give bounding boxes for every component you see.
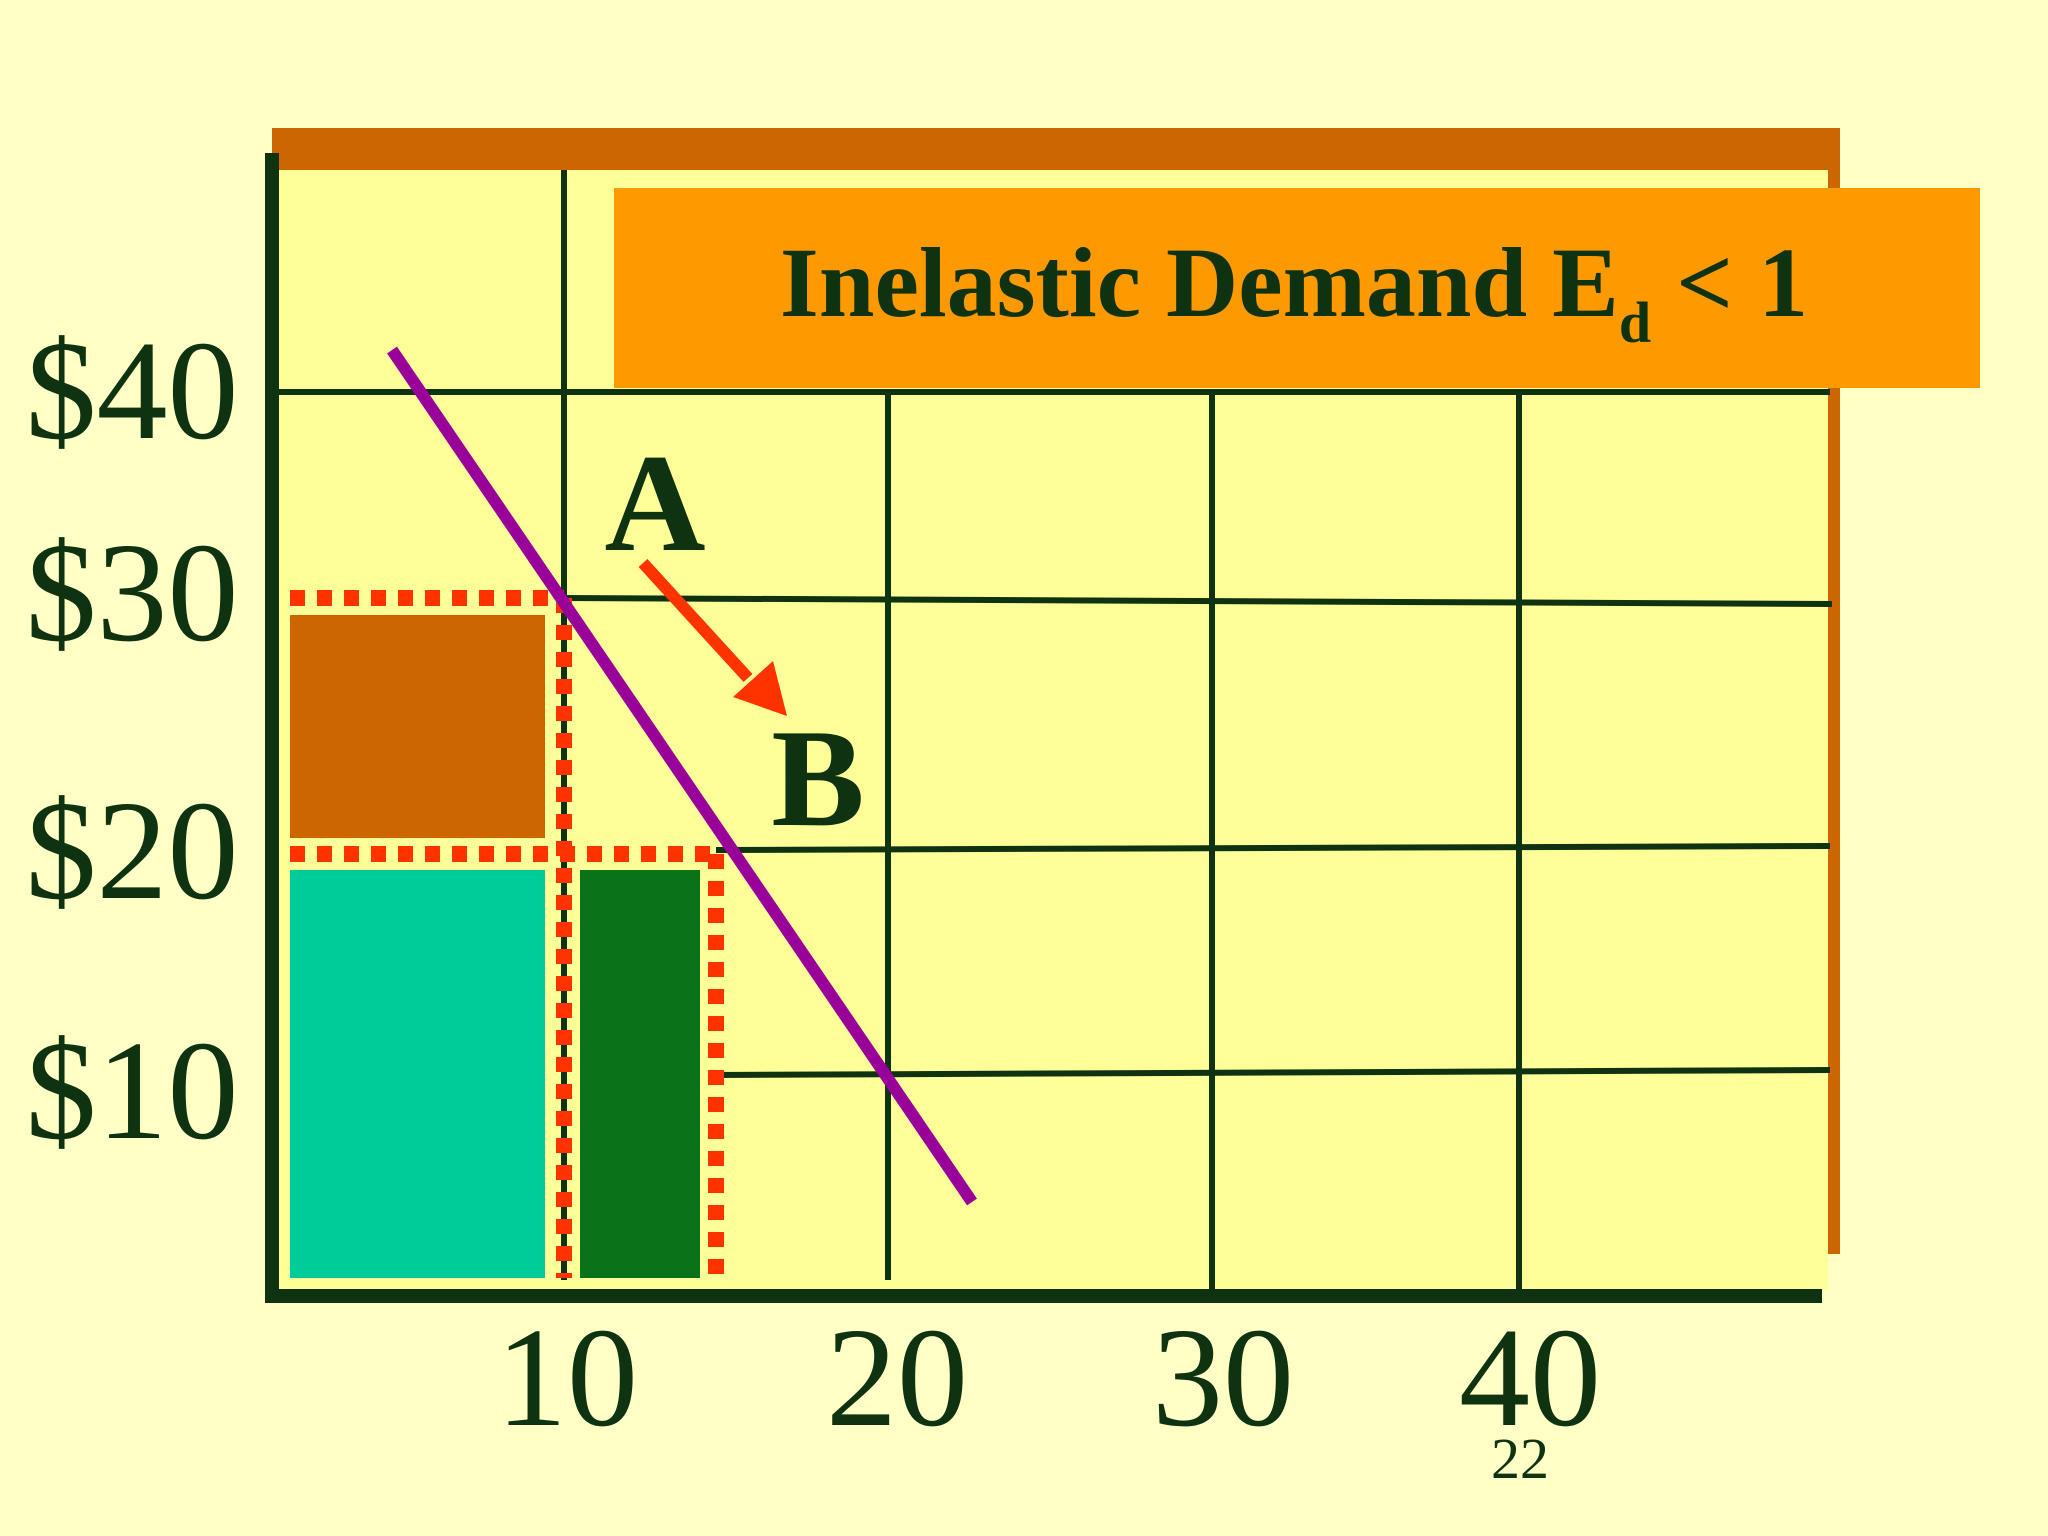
arrow-down-right-icon [638, 558, 787, 716]
point-a-label: A [604, 426, 705, 581]
y-axis-ticks: $40 $30 $20 $10 [26, 311, 239, 1169]
y-tick-label: $30 [26, 513, 239, 671]
point-b-label: B [771, 701, 864, 856]
title-background [614, 188, 1980, 388]
title-box: Inelastic Demand Ed < 1 [614, 188, 1980, 388]
title-main-text: Inelastic Demand E [780, 227, 1619, 338]
x-tick-label: 30 [1152, 1298, 1294, 1456]
title-rest-text: < 1 [1651, 227, 1808, 338]
grid-horizontal-line [715, 843, 1831, 853]
kept-revenue-rectangle [290, 870, 545, 1278]
grid-horizontal-line [715, 1067, 1831, 1078]
y-tick-label: $40 [26, 311, 239, 469]
gained-revenue-rectangle [580, 870, 700, 1278]
demand-curve [387, 346, 977, 1206]
y-tick-label: $20 [26, 771, 239, 929]
dotted-guides [290, 590, 724, 1278]
grid-horizontal-line [563, 595, 1833, 607]
x-tick-label: 10 [496, 1298, 638, 1456]
axes [265, 153, 1822, 1303]
x-tick-label: 20 [826, 1298, 968, 1456]
y-tick-label: $10 [26, 1011, 239, 1169]
slide-title: Inelastic Demand Ed < 1 [780, 227, 1808, 355]
page-number: 22 [1491, 1426, 1549, 1491]
x-axis-ticks: 10 20 30 40 [496, 1298, 1601, 1456]
lost-revenue-rectangle [290, 615, 545, 838]
x-tick-label: 40 [1459, 1298, 1601, 1456]
title-subscript-text: d [1619, 290, 1651, 355]
